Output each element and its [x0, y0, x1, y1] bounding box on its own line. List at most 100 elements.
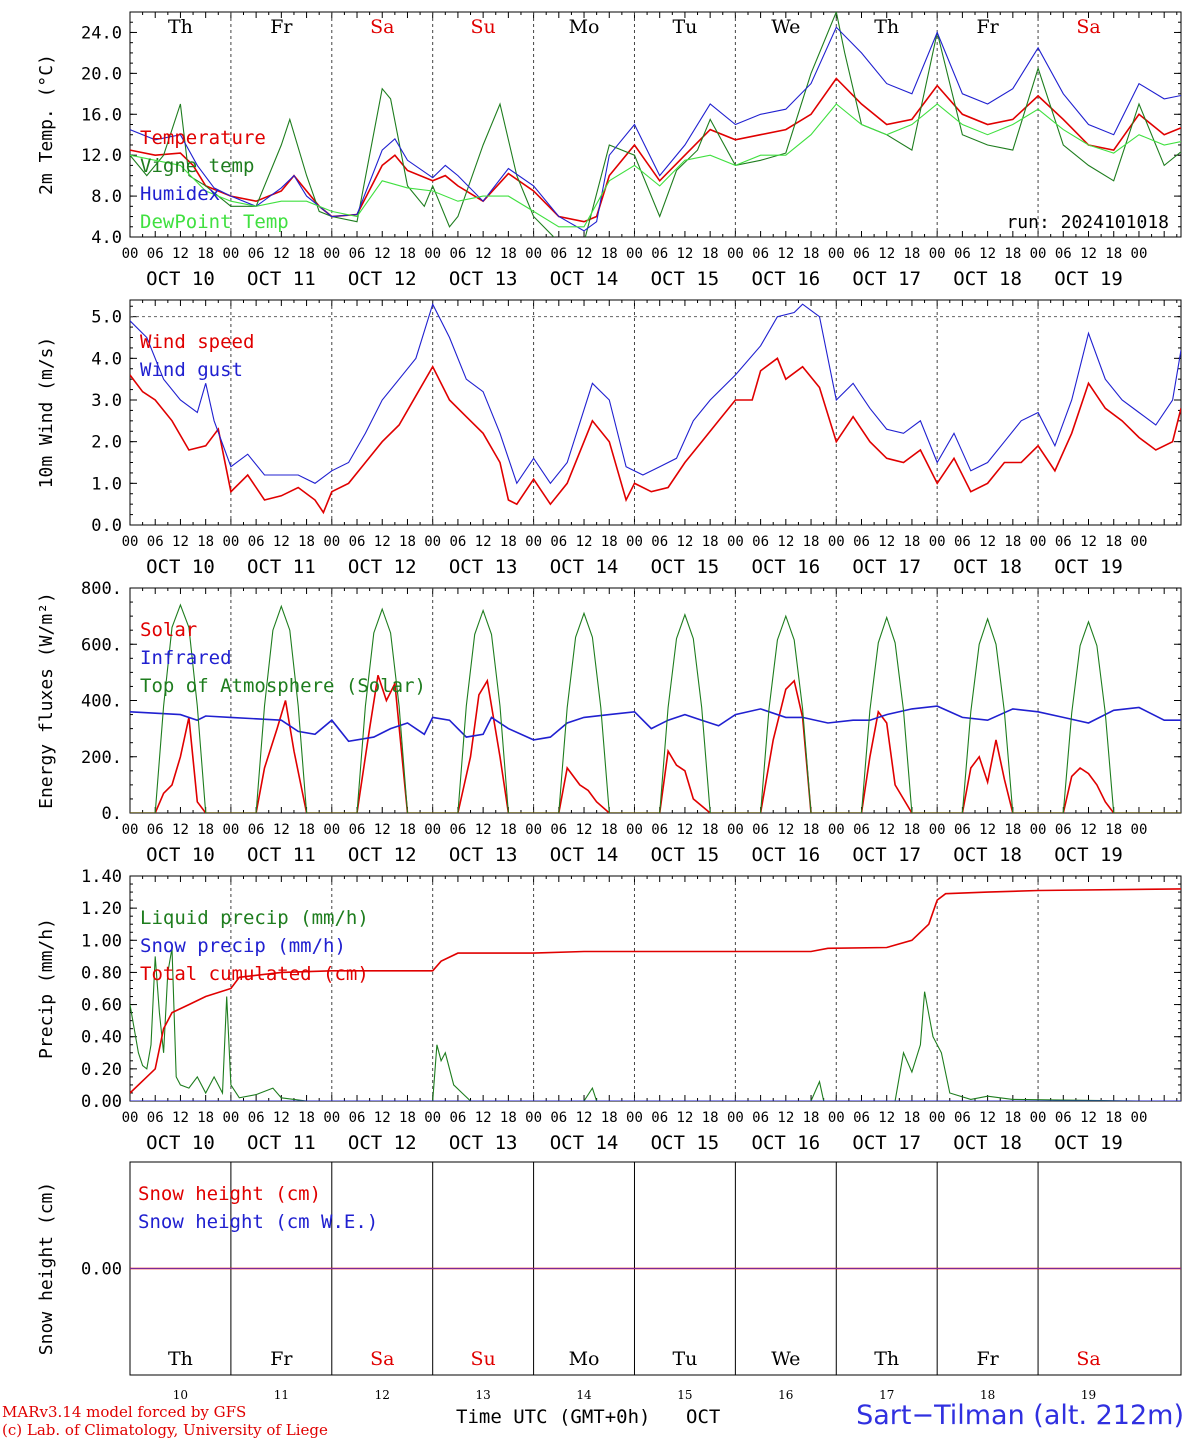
y-tick-label: 4.0	[91, 228, 122, 248]
x-hour-label: 12	[273, 246, 290, 262]
x-hour-label: 18	[803, 1110, 820, 1126]
x-hour-label: 06	[651, 822, 668, 838]
y-tick-label: 400.	[81, 692, 122, 712]
x-hour-label: 06	[550, 534, 567, 550]
x-hour-label: 18	[1004, 822, 1021, 838]
x-hour-label: 06	[1055, 1110, 1072, 1126]
x-hour-label: 18	[803, 822, 820, 838]
x-hour-label: 06	[449, 246, 466, 262]
x-hour-label: 00	[1030, 534, 1047, 550]
x-hour-label: 12	[172, 822, 189, 838]
x-hour-label: 12	[676, 1110, 693, 1126]
x-hour-label: 00	[222, 822, 239, 838]
x-date-label: OCT 15	[651, 268, 720, 290]
legend-entry: Wind gust	[140, 359, 243, 381]
x-hour-label: 06	[550, 246, 567, 262]
credit-lab: (c) Lab. of Climatology, University of L…	[2, 1421, 328, 1439]
x-date-label: OCT 19	[1054, 556, 1123, 578]
x-hour-label: 06	[954, 1110, 971, 1126]
x-date-label: OCT 14	[550, 844, 619, 866]
x-hour-label: 06	[349, 534, 366, 550]
x-hour-label: 18	[500, 246, 517, 262]
x-hour-label: 00	[1131, 822, 1148, 838]
x-hour-label: 06	[449, 534, 466, 550]
x-hour-label: 18	[399, 822, 416, 838]
x-hour-label: 06	[147, 1110, 164, 1126]
x-date-label: OCT 15	[651, 556, 720, 578]
x-date-label: OCT 14	[550, 268, 619, 290]
y-tick-label: 0.0	[91, 516, 122, 536]
x-date-label: OCT 19	[1054, 268, 1123, 290]
x-date-label: OCT 13	[449, 844, 518, 866]
x-hour-label: 00	[222, 246, 239, 262]
legend-entry: Temperature	[140, 127, 266, 149]
x-hour-label: 06	[1055, 822, 1072, 838]
x-date-label: OCT 11	[247, 844, 316, 866]
x-hour-label: 18	[298, 246, 315, 262]
x-hour-label: 00	[122, 822, 139, 838]
x-date-label: OCT 12	[348, 268, 417, 290]
x-date-label: OCT 10	[146, 556, 215, 578]
y-tick-label: 24.0	[81, 23, 122, 43]
panel-frame	[129, 299, 1182, 526]
x-hour-label: 18	[197, 534, 214, 550]
x-date-label: OCT 18	[953, 268, 1022, 290]
day-number-label: 14	[576, 1388, 592, 1402]
x-hour-label: 12	[1080, 822, 1097, 838]
run-label: run: 2024101018	[1006, 212, 1169, 233]
x-hour-label: 12	[172, 534, 189, 550]
x-date-label: OCT 13	[449, 556, 518, 578]
weekday-label: We	[771, 16, 800, 38]
x-date-label: OCT 15	[651, 844, 720, 866]
x-hour-label: 18	[702, 534, 719, 550]
x-hour-label: 12	[676, 822, 693, 838]
legend-entry: Vigne temp	[140, 155, 254, 177]
x-hour-label: 18	[702, 1110, 719, 1126]
x-hour-label: 00	[122, 246, 139, 262]
day-number-label: 15	[677, 1388, 692, 1402]
y-tick-label: 0.80	[81, 963, 122, 983]
x-hour-label: 00	[626, 246, 643, 262]
legend-entry: Wind speed	[140, 331, 254, 353]
y-tick-label: 800.	[81, 579, 122, 599]
x-hour-label: 06	[651, 534, 668, 550]
series-line-top-of-atmosphere-solar-	[130, 603, 1181, 813]
day-number-label: 17	[879, 1388, 894, 1402]
legend-entry: Humidex	[140, 183, 220, 205]
x-hour-label: 06	[1055, 534, 1072, 550]
x-hour-label: 18	[500, 1110, 517, 1126]
x-date-label: OCT 15	[651, 1132, 720, 1154]
x-hour-label: 00	[727, 1110, 744, 1126]
x-hour-label: 18	[904, 822, 921, 838]
x-hour-label: 12	[979, 246, 996, 262]
x-hour-label: 06	[449, 1110, 466, 1126]
x-hour-label: 18	[601, 246, 618, 262]
weekday-label-bottom: Mo	[569, 1348, 600, 1370]
x-hour-label: 06	[248, 1110, 265, 1126]
x-hour-label: 12	[273, 1110, 290, 1126]
legend-entry: DewPoint Temp	[140, 211, 289, 233]
x-hour-label: 12	[777, 822, 794, 838]
x-hour-label: 00	[424, 822, 441, 838]
x-hour-label: 18	[500, 534, 517, 550]
x-hour-label: 06	[651, 1110, 668, 1126]
weekday-label-bottom: Fr	[270, 1348, 293, 1370]
legend-entry: Infrared	[140, 647, 232, 669]
x-hour-label: 18	[904, 534, 921, 550]
x-hour-label: 00	[525, 1110, 542, 1126]
x-date-label: OCT 17	[852, 844, 921, 866]
legend-entry: Snow height (cm W.E.)	[138, 1211, 378, 1233]
x-hour-label: 18	[1105, 1110, 1122, 1126]
x-hour-label: 12	[374, 822, 391, 838]
x-hour-label: 00	[1030, 246, 1047, 262]
weekday-label: Th	[874, 16, 899, 38]
x-hour-label: 12	[878, 246, 895, 262]
x-date-label: OCT 10	[146, 1132, 215, 1154]
x-hour-label: 18	[803, 534, 820, 550]
x-hour-label: 00	[727, 246, 744, 262]
x-hour-label: 12	[374, 534, 391, 550]
x-hour-label: 06	[550, 1110, 567, 1126]
x-hour-label: 18	[298, 1110, 315, 1126]
y-tick-label: 5.0	[91, 308, 122, 328]
